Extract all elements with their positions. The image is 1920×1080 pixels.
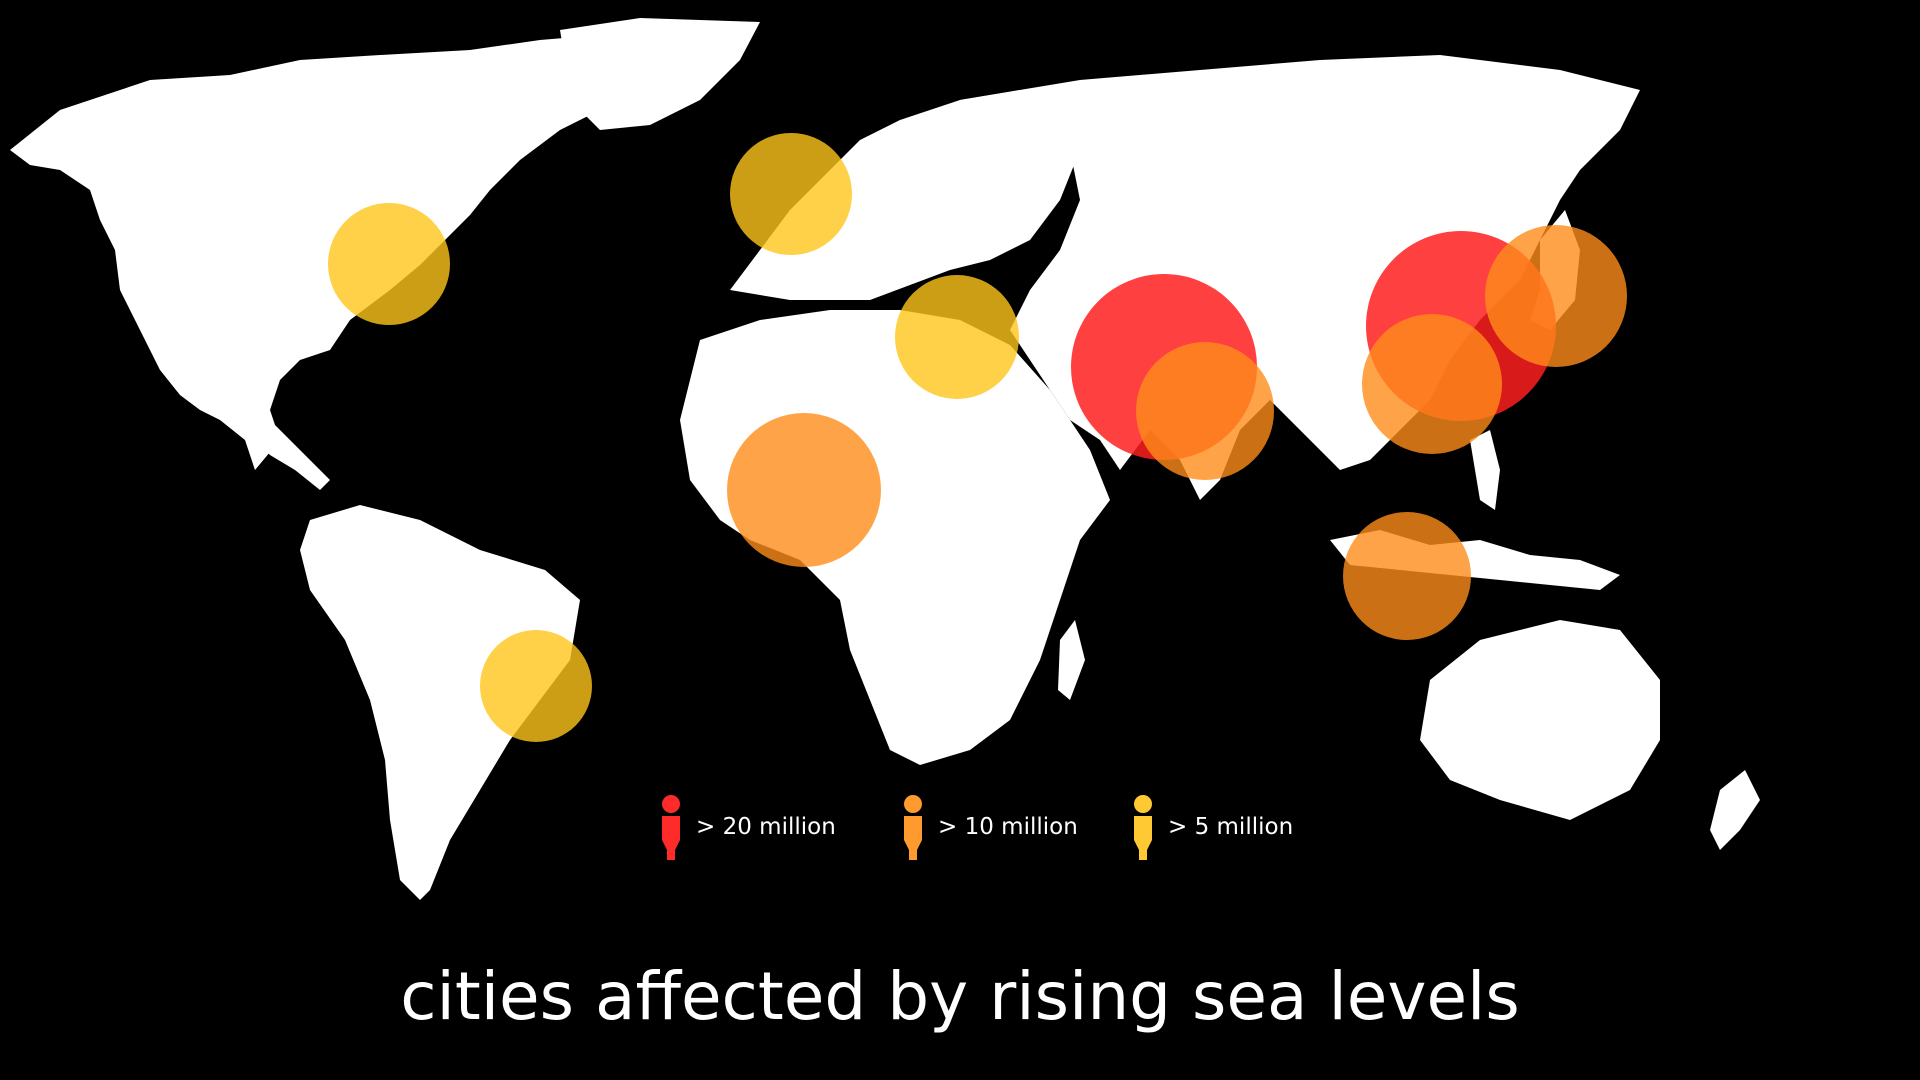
legend-item-over-5-million: > 5 million [1128, 792, 1293, 862]
person-icon [662, 795, 680, 860]
bubble-north-america-east-coast[interactable] [328, 203, 450, 325]
madagascar [1058, 620, 1085, 700]
new-zealand [1710, 770, 1760, 850]
bubble-south-asia-bay-of-bengal[interactable] [1136, 342, 1274, 480]
bubble-west-africa-coast[interactable] [727, 413, 881, 567]
bubble-indonesia[interactable] [1343, 512, 1471, 640]
map-caption: cities affected by rising sea levels [400, 958, 1520, 1035]
australia [1420, 620, 1660, 820]
legend-item-over-20-million: > 20 million [656, 792, 836, 862]
central-america [240, 410, 330, 490]
continents [10, 18, 1760, 900]
city-bubbles [328, 133, 1627, 742]
bubble-egypt-nile-delta[interactable] [895, 275, 1019, 399]
person-icon [1134, 795, 1152, 860]
bubble-europe-northwest[interactable] [730, 133, 852, 255]
person-icon [904, 795, 922, 860]
bubble-south-america-brazil[interactable] [480, 630, 592, 742]
bubble-japan[interactable] [1485, 225, 1627, 367]
greenland [560, 18, 760, 130]
legend-item-over-10-million: > 10 million [898, 792, 1078, 862]
legend-label: > 10 million [938, 814, 1078, 840]
legend-label: > 5 million [1168, 814, 1294, 840]
south-america [300, 505, 580, 900]
legend-label: > 20 million [696, 814, 836, 840]
philippines [1470, 430, 1500, 510]
bubble-south-china-vietnam[interactable] [1362, 314, 1502, 454]
